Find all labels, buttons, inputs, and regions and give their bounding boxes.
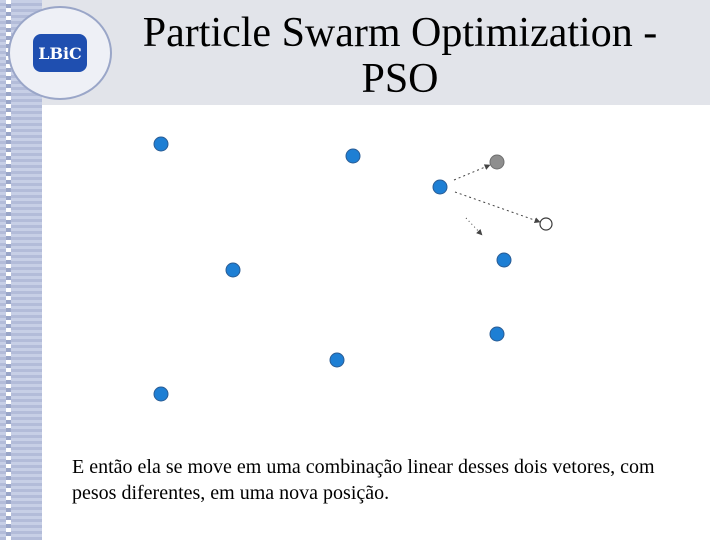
particle bbox=[496, 252, 512, 268]
particle bbox=[225, 262, 241, 278]
personal-best-marker bbox=[489, 154, 505, 170]
vector-to-personal-best bbox=[453, 164, 491, 181]
logo-badge: LBiC bbox=[33, 34, 87, 72]
logo-text: LBiC bbox=[38, 43, 82, 63]
particle-moving bbox=[432, 179, 448, 195]
slide-title: Particle Swarm Optimization - PSO bbox=[142, 10, 658, 102]
slide-caption: E então ela se move em uma combinação li… bbox=[72, 456, 655, 504]
particle bbox=[153, 136, 169, 152]
new-position-marker bbox=[539, 217, 553, 231]
lbic-logo: LBiC bbox=[8, 6, 112, 100]
header-band bbox=[0, 0, 710, 105]
side-bar-edge bbox=[6, 0, 11, 540]
vector-inertia bbox=[465, 217, 483, 236]
particle bbox=[345, 148, 361, 164]
particle bbox=[489, 326, 505, 342]
vector-to-new-position bbox=[454, 191, 541, 224]
particle bbox=[329, 352, 345, 368]
particle bbox=[153, 386, 169, 402]
